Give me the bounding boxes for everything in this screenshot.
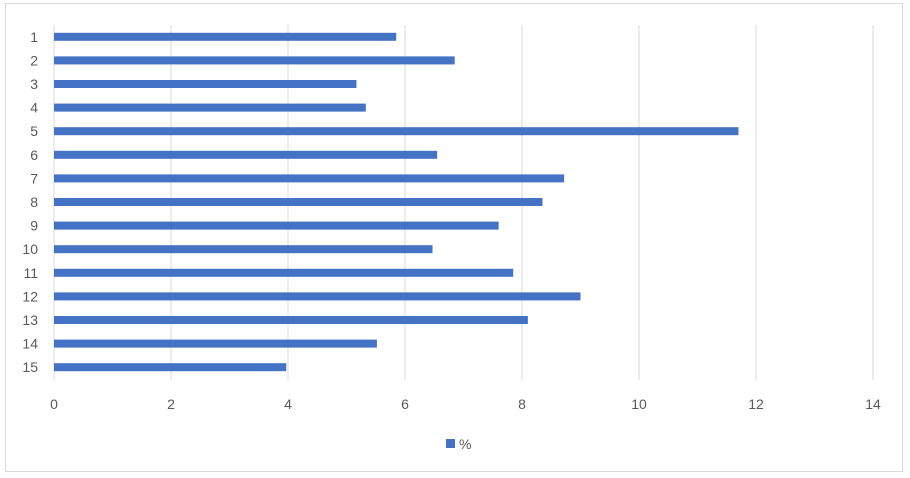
y-tick-label: 8 [30,194,38,210]
legend-label: % [459,436,471,452]
x-tick-label: 10 [631,396,647,412]
y-tick-label: 5 [30,123,38,139]
x-tick-label: 6 [401,396,409,412]
y-tick-label: 11 [23,265,38,281]
bars [54,32,739,372]
y-tick-label: 7 [30,170,38,186]
y-tick-label: 14 [22,336,38,352]
y-tick-label: 3 [30,76,38,92]
bar-1 [54,32,397,41]
bar-10 [54,245,433,254]
x-tick-label: 14 [865,396,881,412]
bar-8 [54,198,543,206]
bar-6 [54,150,438,159]
bar-7 [54,174,565,183]
bar-3 [54,80,357,88]
y-tick-label: 1 [30,29,38,45]
bar-15 [54,363,287,372]
y-tick-label: 4 [30,100,38,116]
y-tick-label: 13 [22,312,38,328]
bar-12 [54,292,581,301]
y-tick-label: 10 [22,241,38,257]
y-tick-label: 2 [30,52,38,68]
y-tick-label: 6 [30,147,38,163]
legend: % [446,436,471,452]
bar-13 [54,316,528,324]
x-tick-label: 8 [518,396,526,412]
value-axis: 0 2 4 6 8 10 12 14 [50,396,881,412]
bar-5 [54,127,739,136]
bar-14 [54,339,377,348]
y-tick-label: 12 [22,288,38,304]
y-tick-label: 9 [30,218,38,234]
bar-11 [54,268,514,277]
y-tick-label: 15 [22,359,38,375]
bar-4 [54,103,366,112]
x-tick-label: 2 [167,396,175,412]
legend-swatch [446,439,455,448]
x-tick-label: 0 [50,396,58,412]
x-tick-label: 12 [748,396,764,412]
bar-9 [54,221,499,230]
bar-2 [54,56,455,65]
x-tick-label: 4 [284,396,292,412]
